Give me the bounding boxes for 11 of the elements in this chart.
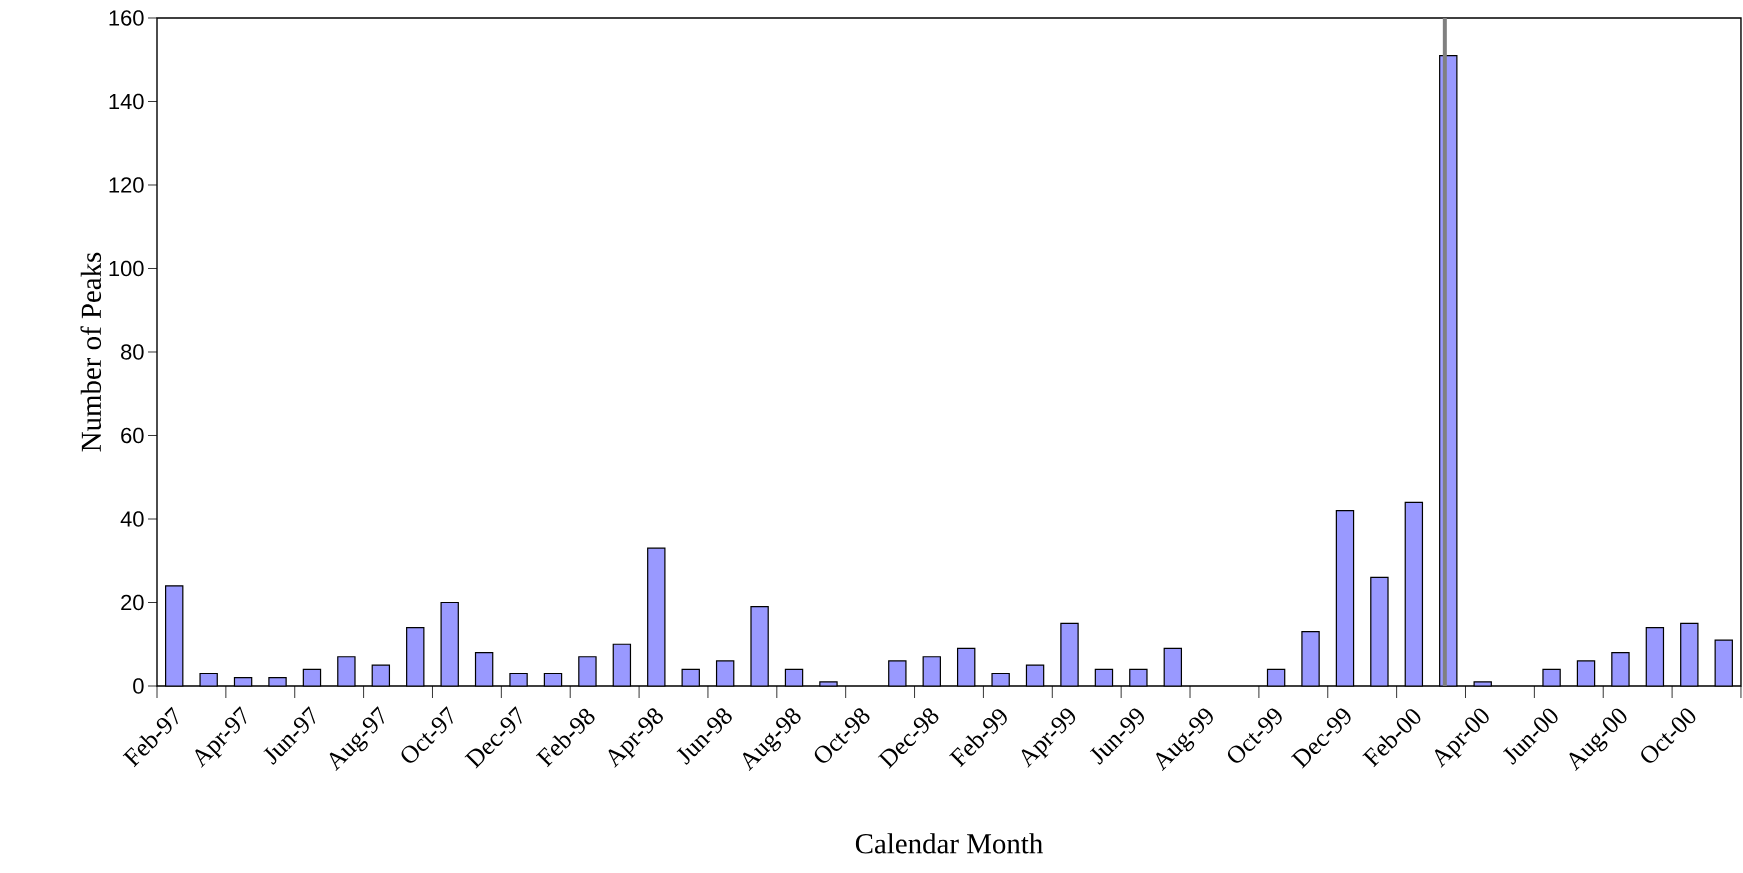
- y-tick-label: 40: [120, 511, 144, 527]
- y-tick-label: 80: [121, 344, 144, 360]
- y-tick-label: 140: [109, 93, 144, 110]
- y-axis-title: Number of Peaks: [80, 252, 102, 452]
- y-tick-label: 160: [109, 10, 144, 26]
- y-tick-label: 120: [109, 177, 144, 193]
- y-tick-label: 0: [133, 678, 144, 694]
- y-tick-label: 20: [121, 594, 144, 611]
- y-tick-label: 100: [109, 260, 144, 277]
- x-axis-title: Calendar Month: [855, 833, 1043, 854]
- y-tick-label: 60: [121, 427, 144, 444]
